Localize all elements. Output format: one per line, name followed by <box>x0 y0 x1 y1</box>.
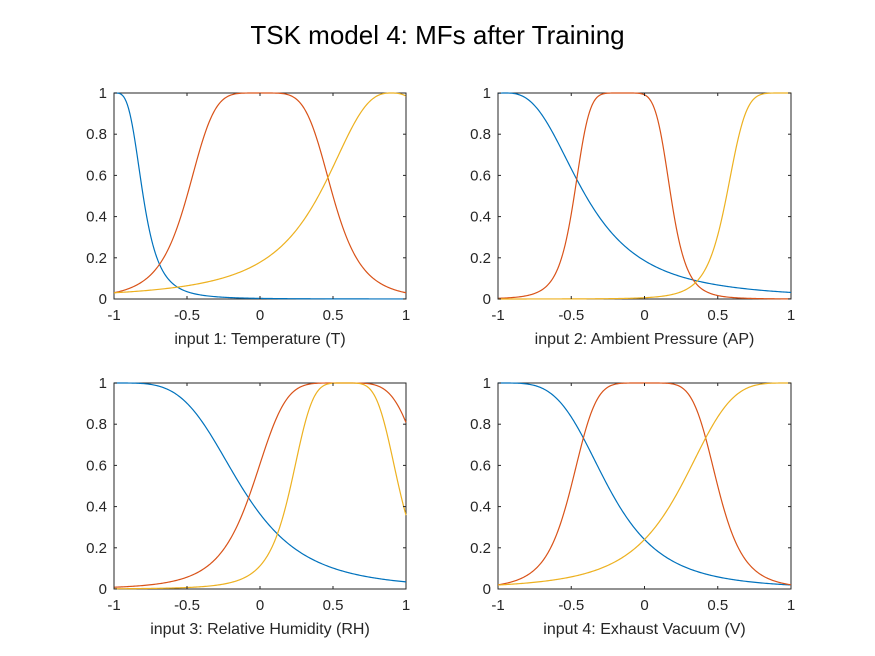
y-tick-label: 1 <box>483 375 491 392</box>
y-tick-label: 0.8 <box>86 126 107 143</box>
x-tick-label: 0 <box>256 597 264 614</box>
y-tick-label: 0.8 <box>86 416 107 433</box>
x-tick-label: -1 <box>107 597 120 614</box>
x-tick-label: -0.5 <box>174 307 200 324</box>
y-tick-label: 0 <box>483 581 491 598</box>
subplot-2: -1 -0.5 0 0.5 1 0 0.2 0.4 0.6 0.8 1 input 2: Ambien… <box>470 85 795 348</box>
x-tick-label: 0.5 <box>707 597 728 614</box>
x-tick-label: -0.5 <box>558 597 584 614</box>
y-tick-label: 0 <box>483 291 491 308</box>
y-tick-label: 0.4 <box>86 499 107 516</box>
y-tick-label: 0.2 <box>86 540 107 557</box>
y-tick-label: 0.6 <box>470 457 491 474</box>
subplot-3: -1 -0.5 0 0.5 1 0 0.2 0.4 0.6 0.8 1 input 3: Relati… <box>86 375 410 638</box>
x-tick-label: 0.5 <box>323 307 344 324</box>
y-tick-label: 1 <box>483 85 491 102</box>
x-axis-label: input 1: Temperature (T) <box>174 331 345 348</box>
y-tick-label: 0.8 <box>470 416 491 433</box>
y-tick-label: 0.2 <box>86 250 107 267</box>
x-tick-label: -1 <box>107 307 120 324</box>
x-tick-label: 0.5 <box>323 597 344 614</box>
subplot-1: -1 -0.5 0 0.5 1 0 0.2 0.4 0.6 0.8 1 input 1: Temper… <box>86 85 410 348</box>
y-tick-label: 1 <box>99 375 107 392</box>
x-tick-label: -1 <box>491 597 504 614</box>
y-tick-label: 1 <box>99 85 107 102</box>
x-axis-label: input 4: Exhaust Vacuum (V) <box>543 621 745 638</box>
x-tick-label: 1 <box>402 307 410 324</box>
plot-area <box>113 92 407 300</box>
x-axis-label: input 3: Relative Humidity (RH) <box>150 621 370 638</box>
mf-curve-3 <box>113 92 407 294</box>
mf-curve-1 <box>497 92 792 294</box>
mf-curve-3 <box>113 382 407 590</box>
subplot-grid: -1 -0.5 0 0.5 1 0 0.2 0.4 0.6 0.8 1 input 1: Temper… <box>86 85 795 638</box>
y-tick-label: 0.2 <box>470 540 491 557</box>
plot-area <box>113 382 407 590</box>
x-tick-label: 0.5 <box>707 307 728 324</box>
x-tick-label: 1 <box>402 597 410 614</box>
x-tick-label: 1 <box>787 597 795 614</box>
mf-curve-3 <box>497 382 791 586</box>
y-tick-label: 0.4 <box>470 209 491 226</box>
mf-curve-1 <box>114 382 407 583</box>
x-axis-label: input 2: Ambient Pressure (AP) <box>535 331 755 348</box>
x-tick-label: -1 <box>491 307 504 324</box>
y-tick-label: 0.6 <box>86 457 107 474</box>
figure-title: TSK model 4: MFs after Training <box>250 20 624 50</box>
y-tick-label: 0.4 <box>470 499 491 516</box>
y-tick-label: 0.2 <box>470 250 491 267</box>
y-tick-label: 0.6 <box>86 167 107 184</box>
x-tick-label: 1 <box>787 307 795 324</box>
plot-area <box>497 92 792 300</box>
x-tick-label: -0.5 <box>174 597 200 614</box>
y-tick-label: 0 <box>99 581 107 598</box>
x-tick-label: 0 <box>640 307 648 324</box>
y-tick-label: 0.8 <box>470 126 491 143</box>
x-tick-label: 0 <box>640 597 648 614</box>
y-tick-label: 0 <box>99 291 107 308</box>
subplot-4: -1 -0.5 0 0.5 1 0 0.2 0.4 0.6 0.8 1 input 4: Exhaus… <box>470 375 795 638</box>
x-tick-label: 0 <box>256 307 264 324</box>
y-tick-label: 0.6 <box>470 167 491 184</box>
y-tick-label: 0.4 <box>86 209 107 226</box>
plot-area <box>497 382 792 590</box>
x-tick-label: -0.5 <box>558 307 584 324</box>
